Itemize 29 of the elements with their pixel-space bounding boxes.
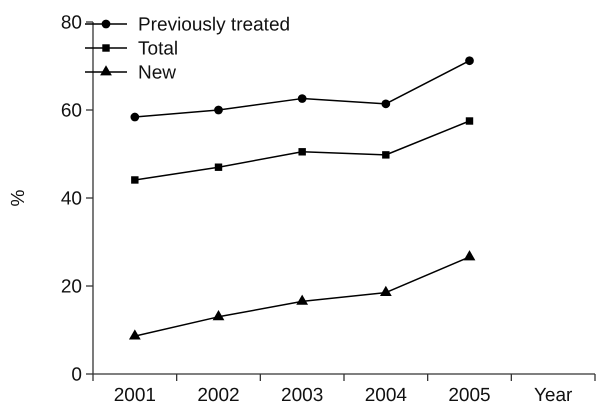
point <box>464 250 476 260</box>
point <box>381 99 390 108</box>
point <box>380 286 392 296</box>
point <box>298 148 306 156</box>
point <box>214 163 222 171</box>
point <box>465 56 474 66</box>
x-axis-title: Year <box>534 385 574 406</box>
point <box>130 112 140 122</box>
legend-label: Total <box>138 38 178 60</box>
point <box>214 106 223 114</box>
point <box>212 310 224 320</box>
x-tick-label: 2002 <box>197 385 240 406</box>
point <box>382 151 390 159</box>
y-tick-label: 60 <box>60 100 82 122</box>
legend-label: Previously treated <box>138 14 290 36</box>
y-tick-label: 0 <box>71 364 82 386</box>
x-tick-label: 2005 <box>448 385 491 406</box>
x-tick-label: 2003 <box>281 385 324 406</box>
point <box>128 329 141 340</box>
point <box>131 176 139 184</box>
y-tick-label: 40 <box>60 188 82 210</box>
y-tick-label: 80 <box>60 12 82 34</box>
y-tick-label: 20 <box>60 276 82 298</box>
x-tick-label: 2004 <box>364 385 408 406</box>
x-tick-label: 2001 <box>114 385 156 406</box>
point <box>298 94 307 103</box>
legend-label: New <box>138 62 176 84</box>
y-axis-title: % <box>8 189 29 206</box>
point <box>296 294 308 305</box>
